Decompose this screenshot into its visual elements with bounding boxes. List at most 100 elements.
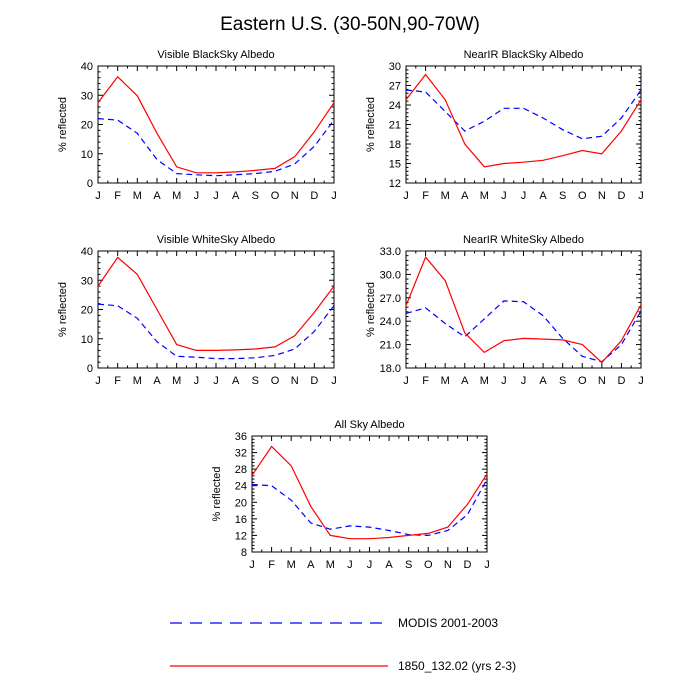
x-tick-label: M (326, 559, 335, 571)
x-tick-label: J (484, 559, 490, 571)
y-tick-label: 10 (81, 149, 93, 161)
x-tick-label: N (444, 559, 452, 571)
x-tick-label: M (287, 559, 296, 571)
legend: MODIS 2001-2003 1850_132.02 (yrs 2-3) (170, 616, 516, 673)
x-tick-label: A (539, 375, 547, 387)
panel-title: NearIR BlackSky Albedo (464, 49, 584, 61)
y-tick-label: 40 (81, 61, 93, 73)
y-tick-label: 12 (235, 530, 247, 542)
x-tick-label: O (424, 559, 433, 571)
x-tick-label: N (598, 375, 606, 387)
figure-title: Eastern U.S. (30-50N,90-70W) (220, 14, 480, 35)
plot-frame (405, 250, 642, 369)
y-tick-label: 12 (389, 178, 401, 190)
y-tick-label: 32 (235, 448, 247, 460)
x-tick-label: J (638, 375, 644, 387)
series-line-modis-2001-2003 (405, 300, 642, 363)
x-tick-label: O (578, 375, 587, 387)
y-tick-label: 10 (81, 334, 93, 346)
x-tick-label: M (441, 190, 450, 202)
y-tick-label: 20 (81, 120, 93, 132)
series-line-modis-2001-2003 (405, 89, 642, 140)
y-tick-label: 30.0 (380, 269, 401, 281)
x-tick-label: A (307, 559, 315, 571)
x-tick-label: A (385, 559, 393, 571)
panel-title: NearIR WhiteSky Albedo (463, 234, 584, 246)
panel-title: Visible BlackSky Albedo (157, 49, 274, 61)
x-tick-label: A (461, 375, 469, 387)
y-tick-label: 40 (81, 246, 93, 258)
y-tick-label: 15 (389, 159, 401, 171)
x-tick-label: F (268, 559, 275, 571)
x-tick-label: J (367, 559, 373, 571)
y-tick-label: 8 (241, 547, 247, 559)
series-line-1850-132-02-yrs-2-3 (97, 256, 335, 351)
y-tick-label: 21 (389, 120, 401, 132)
x-tick-label: F (114, 190, 121, 202)
x-tick-label: O (578, 190, 587, 202)
plot-frame (251, 435, 488, 553)
x-tick-label: F (114, 375, 121, 387)
series-line-1850-132-02-yrs-2-3 (405, 73, 642, 168)
y-tick-label: 30 (81, 275, 93, 287)
x-tick-label: J (194, 190, 200, 202)
y-tick-label: 18 (389, 139, 401, 151)
x-tick-label: D (617, 190, 625, 202)
x-tick-label: J (521, 375, 527, 387)
y-tick-label: 0 (87, 178, 93, 190)
x-tick-label: J (521, 190, 527, 202)
x-tick-label: F (422, 190, 429, 202)
y-tick-label: 24 (389, 100, 401, 112)
legend-label-modis: MODIS 2001-2003 (398, 616, 498, 630)
x-tick-label: J (331, 375, 337, 387)
x-tick-label: M (480, 375, 489, 387)
x-tick-label: J (501, 375, 507, 387)
x-tick-label: A (153, 190, 161, 202)
x-tick-label: S (252, 190, 259, 202)
y-tick-label: 33.0 (380, 246, 401, 258)
x-tick-label: J (194, 375, 200, 387)
x-tick-label: J (249, 559, 255, 571)
x-tick-label: M (172, 375, 181, 387)
y-axis-label: % reflected (211, 466, 223, 521)
panel-title: Visible WhiteSky Albedo (157, 234, 275, 246)
x-tick-label: O (271, 190, 280, 202)
y-tick-label: 28 (235, 464, 247, 476)
y-tick-label: 20 (81, 305, 93, 317)
y-tick-label: 27 (389, 81, 401, 93)
plot-frame (97, 65, 335, 184)
x-tick-label: N (291, 190, 299, 202)
y-tick-label: 30 (81, 90, 93, 102)
x-tick-label: D (463, 559, 471, 571)
x-tick-label: N (291, 375, 299, 387)
x-tick-label: F (422, 375, 429, 387)
series-line-1850-132-02-yrs-2-3 (405, 256, 642, 364)
legend-label-model: 1850_132.02 (yrs 2-3) (398, 659, 516, 673)
x-tick-label: N (598, 190, 606, 202)
y-axis-label: % reflected (57, 97, 69, 152)
x-tick-label: J (347, 559, 353, 571)
y-axis-label: % reflected (365, 97, 377, 152)
x-tick-label: M (172, 190, 181, 202)
series-line-1850-132-02-yrs-2-3 (251, 445, 488, 540)
y-tick-label: 27.0 (380, 293, 401, 305)
x-tick-label: M (480, 190, 489, 202)
y-tick-label: 24.0 (380, 316, 401, 328)
x-tick-label: J (95, 375, 101, 387)
y-tick-label: 30 (389, 61, 401, 73)
y-tick-label: 20 (235, 497, 247, 509)
x-tick-label: J (501, 190, 507, 202)
x-tick-label: J (403, 375, 409, 387)
x-tick-label: M (441, 375, 450, 387)
x-tick-label: J (213, 375, 219, 387)
y-axis-label: % reflected (365, 282, 377, 337)
series-line-modis-2001-2003 (97, 303, 335, 360)
x-tick-label: J (638, 190, 644, 202)
x-tick-label: D (310, 190, 318, 202)
